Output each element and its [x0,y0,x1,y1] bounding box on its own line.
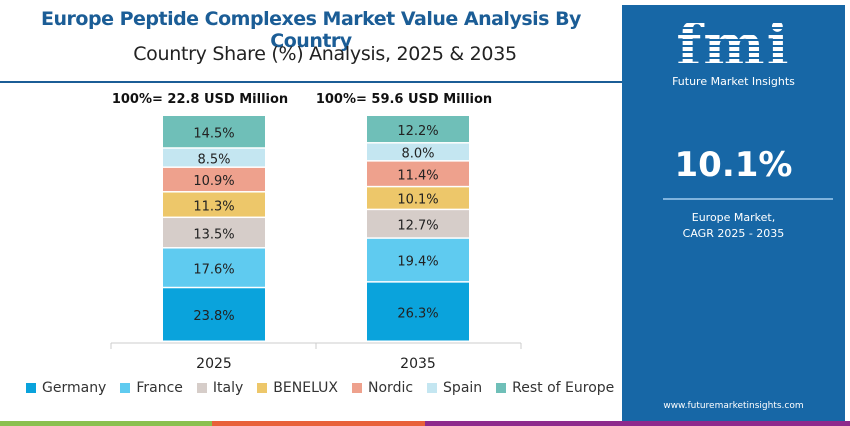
legend-label: Italy [212,380,244,396]
cagr-label: Europe Market, CAGR 2025 - 2035 [682,211,785,240]
legend-label: Spain [443,380,483,396]
legend-swatch [196,383,207,393]
data-label: 10.9% [193,174,234,189]
legend-label: Germany [42,380,107,396]
stacked-bar-chart: 23.8% 17.6% 13.5% 11.3% 10.9% 8.5% 14.5% 2025 26… [110,116,522,372]
legend: Germany France Italy BENELUX Nordic Spain Rest… [26,380,614,396]
bar-segment-rest-of-europe-2035 [367,116,469,143]
legend-item: Germany [26,380,106,396]
data-label: 19.4% [397,255,438,270]
data-label: 8.5% [197,152,230,167]
legend-item: Spain [427,380,482,396]
cagr-divider [663,198,833,200]
chart-subtitle: Country Share (%) Analysis, 2025 & 2035 [133,43,517,65]
legend-swatch [496,383,507,393]
bar-segment-france-2025 [163,248,265,287]
footer-stripe-purple [425,421,850,426]
legend-swatch [26,383,36,393]
x-tick-label: 2025 [196,356,232,372]
header-divider [0,81,650,83]
legend-label: Rest of Europe [512,380,615,396]
side-panel: fmi Future Market Insights 10.1% Europe … [622,5,845,426]
bar-segment-italy-2035 [367,210,469,238]
bar-segment-nordic-2025 [163,167,265,192]
legend-item: Rest of Europe [496,380,614,396]
website-url: www.futuremarketinsights.com [663,401,804,411]
data-label: 12.7% [397,218,438,233]
legend-label: Nordic [368,380,414,396]
data-label: 17.6% [193,262,234,277]
chart-title: Europe Peptide Complexes Market Value An… [41,8,581,52]
bar-segment-nordic-2035 [367,161,469,186]
legend-label: France [136,380,183,396]
legend-swatch [257,383,268,393]
bar-segment-benelux-2025 [163,192,265,217]
total-2025: 100%= 22.8 USD Million [111,92,289,107]
legend-swatch [352,383,363,393]
data-label: 26.3% [397,306,438,321]
x-tick-label: 2035 [400,356,436,372]
data-label: 11.4% [397,168,438,183]
bar-segment-germany-2025 [163,288,265,341]
data-label: 23.8% [193,309,234,324]
legend-item: Italy [196,380,244,396]
legend-swatch [120,383,131,393]
data-label: 14.5% [193,126,234,141]
data-label: 11.3% [193,199,234,214]
logo-subtitle: Future Market Insights [672,75,795,88]
legend-swatch [427,383,438,393]
data-label: 8.0% [401,147,434,162]
bar-segment-germany-2035 [367,282,469,341]
bar-segment-rest-of-europe-2025 [163,116,265,148]
bar-segment-spain-2035 [367,143,469,161]
bar-segment-italy-2025 [163,218,265,248]
data-label: 13.5% [193,227,234,242]
cagr-value: 10.1% [674,145,793,185]
total-2035: 100%= 59.6 USD Million [315,92,493,107]
fmi-logo: fmi Future Market Insights [622,16,845,88]
legend-item: Nordic [352,380,413,396]
data-label: 12.2% [397,124,438,139]
footer-stripe-orange [212,421,425,426]
legend-label: BENELUX [273,380,339,396]
bar-segment-spain-2025 [163,148,265,167]
data-label: 10.1% [397,193,438,208]
footer-stripe-green [0,421,212,426]
legend-item: BENELUX [257,380,338,396]
bar-segment-benelux-2035 [367,187,469,209]
legend-item: France [120,380,183,396]
bar-segment-france-2035 [367,238,469,282]
